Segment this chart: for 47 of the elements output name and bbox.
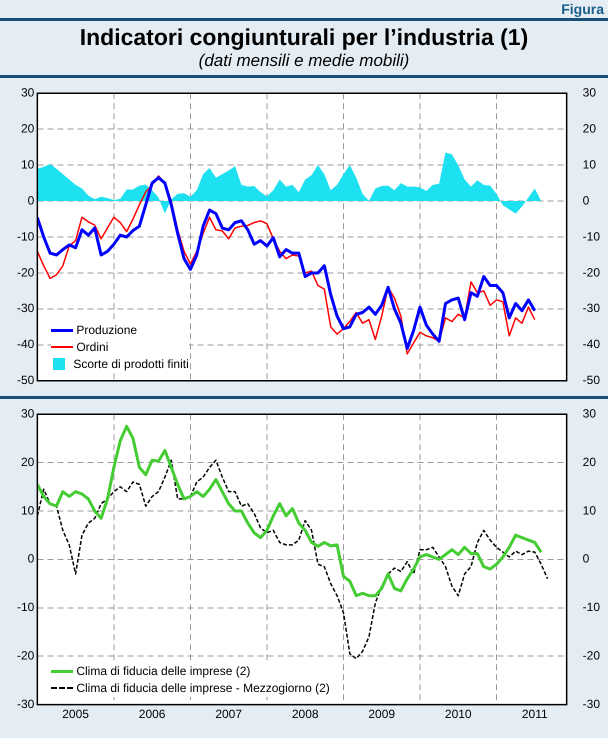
y-tick-label: -50 [17, 373, 35, 388]
y2-tick-label: 20 [582, 454, 596, 469]
legend-label: Clima di fiducia delle imprese (2) [76, 664, 250, 678]
y2-tick-label: 30 [582, 406, 596, 421]
y-tick-label: -10 [17, 229, 35, 244]
y-tick-label: -30 [17, 301, 35, 316]
y-tick-label: 0 [28, 193, 35, 208]
legend-label: Scorte di prodotti finiti [73, 357, 189, 372]
x-tick-label: 2005 [62, 707, 90, 722]
y2-tick-label: 0 [582, 193, 590, 208]
y-tick-label: -20 [17, 265, 35, 280]
y-tick-label: 30 [20, 86, 35, 100]
y2-tick-label: -30 [582, 301, 600, 316]
y2-tick-label: 10 [582, 503, 596, 518]
x-tick-label: 2010 [444, 707, 472, 722]
y-tick-label: -40 [17, 337, 35, 352]
legend-label: Clima di fiducia delle imprese - Mezzogiorno (2) [76, 681, 330, 696]
y2-tick-label: 30 [582, 86, 596, 100]
y2-tick-label: 10 [582, 157, 596, 172]
x-tick-label: 2008 [292, 707, 319, 722]
y2-tick-label: -10 [582, 600, 600, 614]
x-tick-label: 2009 [368, 707, 396, 722]
y2-tick-label: -50 [582, 373, 600, 388]
y-tick-label: 30 [20, 406, 35, 421]
y2-tick-label: 0 [582, 552, 590, 566]
y-tick-label: 10 [20, 157, 35, 172]
y-tick-label: 10 [20, 503, 35, 518]
y-tick-label: 20 [20, 454, 35, 469]
x-tick-label: 2006 [138, 707, 166, 722]
x-tick-label: 2011 [522, 707, 548, 722]
x-tick-label: 2007 [215, 707, 242, 722]
legend-label: Ordini [76, 340, 108, 354]
legend-label: Produzione [76, 323, 138, 338]
text: Figura [561, 1, 604, 17]
chart-subtitle: (dati mensili e medie mobili) [0, 51, 608, 78]
y-tick-label: -20 [17, 648, 35, 663]
y2-tick-label: -20 [582, 265, 600, 280]
y2-tick-label: -40 [582, 337, 600, 352]
y-tick-label: 20 [20, 121, 35, 136]
y2-tick-label: -10 [582, 229, 600, 244]
y-tick-label: -30 [17, 696, 35, 711]
y-tick-label: -10 [17, 600, 35, 614]
y-tick-label: 0 [28, 552, 35, 566]
y2-tick-label: -30 [582, 696, 600, 711]
y2-tick-label: 20 [582, 121, 596, 136]
chart-title: Indicatori congiunturali per l’industria (1) [78, 23, 530, 51]
y2-tick-label: -20 [582, 648, 600, 663]
